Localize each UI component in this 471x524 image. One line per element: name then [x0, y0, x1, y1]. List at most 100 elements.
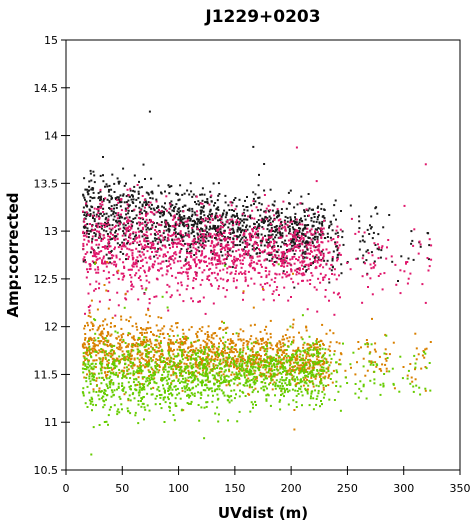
- data-point: [242, 290, 245, 293]
- data-point: [226, 364, 228, 367]
- data-point: [288, 336, 291, 339]
- data-point: [141, 376, 144, 379]
- data-point: [302, 349, 305, 352]
- data-point: [147, 321, 150, 324]
- data-point: [282, 260, 285, 262]
- data-point: [417, 252, 420, 255]
- data-point: [194, 243, 197, 245]
- data-point: [166, 375, 169, 378]
- data-point: [191, 371, 194, 374]
- data-point: [266, 347, 269, 350]
- data-point: [418, 386, 421, 389]
- data-point: [144, 363, 147, 366]
- data-point: [176, 289, 179, 292]
- data-point: [188, 207, 191, 210]
- data-point: [251, 209, 254, 212]
- data-point: [308, 346, 311, 349]
- data-point: [267, 220, 270, 223]
- data-point: [145, 344, 148, 347]
- data-point: [176, 192, 179, 195]
- data-point: [209, 233, 211, 236]
- data-point: [268, 270, 271, 273]
- data-point: [292, 247, 295, 250]
- data-point: [223, 376, 226, 379]
- data-point: [328, 226, 330, 229]
- data-point: [91, 214, 94, 217]
- data-point: [127, 368, 130, 371]
- data-point: [128, 219, 131, 222]
- data-point: [302, 237, 305, 239]
- data-point: [87, 236, 90, 239]
- data-point: [302, 376, 305, 379]
- data-point: [249, 238, 252, 241]
- data-point: [174, 235, 177, 238]
- data-point: [128, 355, 131, 358]
- data-point: [233, 389, 236, 392]
- data-point: [373, 378, 376, 381]
- data-point: [224, 194, 227, 197]
- data-point: [296, 376, 298, 379]
- data-point: [376, 212, 379, 215]
- data-point: [162, 368, 165, 371]
- data-point: [339, 296, 341, 299]
- data-point: [118, 217, 121, 220]
- data-point: [296, 358, 299, 361]
- data-point: [155, 346, 158, 349]
- data-point: [92, 376, 95, 378]
- data-point: [147, 242, 150, 245]
- data-point: [145, 313, 148, 316]
- data-point: [312, 385, 315, 388]
- data-point: [90, 188, 93, 191]
- data-point: [182, 353, 185, 356]
- data-point: [171, 274, 174, 277]
- data-point: [193, 341, 196, 343]
- data-point: [149, 241, 152, 244]
- data-point: [123, 243, 126, 246]
- data-point: [330, 269, 333, 272]
- data-point: [316, 238, 319, 241]
- data-point: [179, 397, 182, 400]
- data-point: [169, 406, 171, 409]
- data-point: [251, 353, 254, 356]
- data-point: [219, 363, 221, 366]
- data-point: [176, 210, 179, 213]
- data-point: [295, 229, 298, 232]
- data-point: [98, 333, 101, 336]
- data-point: [268, 284, 271, 287]
- data-point: [272, 299, 275, 302]
- data-point: [377, 233, 380, 236]
- data-point: [228, 253, 231, 256]
- data-point: [140, 285, 143, 287]
- data-point: [306, 350, 309, 353]
- data-point: [357, 347, 360, 350]
- data-point: [278, 340, 281, 343]
- data-point: [394, 263, 397, 266]
- data-point: [205, 367, 208, 370]
- data-point: [146, 331, 148, 334]
- data-point: [159, 342, 162, 344]
- data-point: [98, 357, 101, 360]
- data-point: [131, 224, 134, 227]
- data-point: [117, 228, 120, 231]
- data-point: [168, 243, 171, 246]
- data-point: [227, 338, 229, 341]
- data-point: [88, 311, 91, 314]
- data-point: [169, 328, 172, 331]
- data-point: [141, 287, 144, 290]
- data-point: [139, 279, 142, 282]
- data-point: [116, 358, 119, 360]
- data-point: [235, 358, 238, 361]
- data-point: [255, 262, 258, 265]
- data-point: [388, 353, 391, 356]
- data-point: [274, 382, 277, 385]
- data-point: [270, 230, 272, 233]
- data-point: [230, 399, 233, 402]
- data-point: [95, 213, 98, 216]
- data-point: [216, 216, 219, 219]
- data-point: [226, 247, 229, 250]
- data-point: [318, 361, 321, 364]
- data-point: [166, 239, 169, 242]
- data-point: [204, 233, 207, 236]
- data-point: [154, 250, 157, 253]
- data-point: [127, 372, 130, 375]
